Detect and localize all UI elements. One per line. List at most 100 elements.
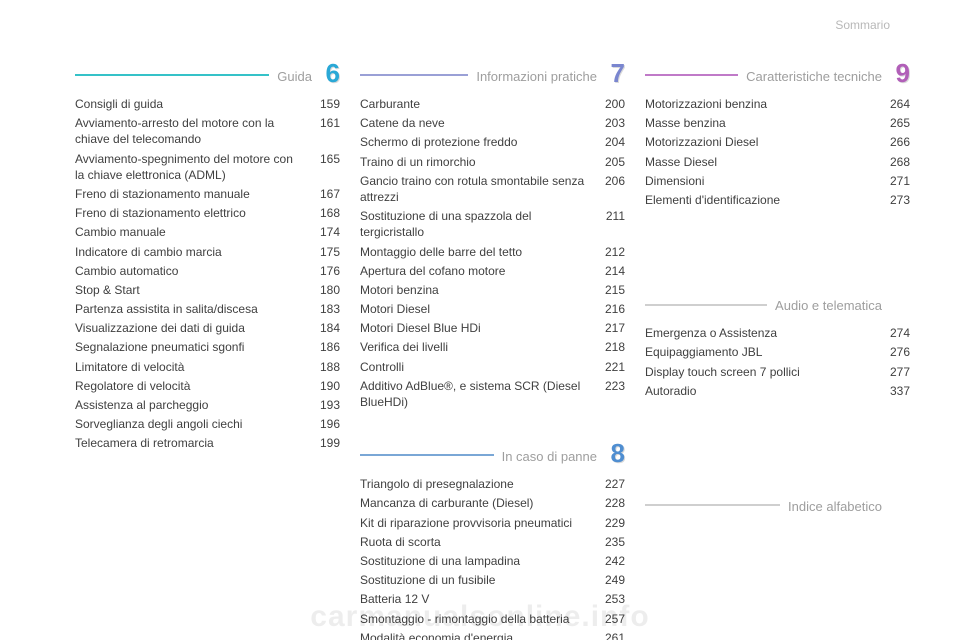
section-audio: Audio e telematica Emergenza o Assistenz… xyxy=(645,298,910,399)
entry-label: Freno di stazionamento elettrico xyxy=(75,205,254,221)
toc-entry[interactable]: Gancio traino con rotula smontabile senz… xyxy=(360,173,625,205)
entry-label: Consigli di guida xyxy=(75,96,171,112)
toc-entry[interactable]: Avviamento-arresto del motore con la chi… xyxy=(75,115,340,147)
page: Sommario Guida 6 Consigli di guida159Avv… xyxy=(0,0,960,640)
entries-tecniche: Motorizzazioni benzina264 Masse benzina26… xyxy=(645,96,910,208)
toc-entry[interactable]: Additivo AdBlue®, e sistema SCR (Diesel … xyxy=(360,378,625,410)
toc-entry[interactable]: Mancanza di carburante (Diesel)228 xyxy=(360,495,625,511)
entry-page: 183 xyxy=(308,301,340,317)
entry-label: Motorizzazioni benzina xyxy=(645,96,775,112)
entry-page: 215 xyxy=(593,282,625,298)
entry-page: 235 xyxy=(593,534,625,550)
entry-page: 161 xyxy=(308,115,340,147)
entry-page: 249 xyxy=(593,572,625,588)
toc-entry[interactable]: Avviamento-spegnimento del motore con la… xyxy=(75,151,340,183)
entry-label: Cambio manuale xyxy=(75,224,174,240)
entry-page: 165 xyxy=(308,151,340,183)
toc-entry[interactable]: Smontaggio - rimontaggio della batteria2… xyxy=(360,611,625,627)
entry-label: Sostituzione di un fusibile xyxy=(360,572,503,588)
entry-page: 214 xyxy=(593,263,625,279)
entry-page: 200 xyxy=(593,96,625,112)
toc-entry[interactable]: Modalità economia d'energia 261 xyxy=(360,630,625,640)
entry-label: Stop & Start xyxy=(75,282,148,298)
entry-page: 176 xyxy=(308,263,340,279)
section-guida: Guida 6 Consigli di guida159Avviamento-a… xyxy=(75,60,340,452)
toc-entry[interactable]: Equipaggiamento JBL276 xyxy=(645,344,910,360)
toc-entry[interactable]: Elementi d'identificazione273 xyxy=(645,192,910,208)
toc-entry[interactable]: Autoradio337 xyxy=(645,383,910,399)
entry-label: Telecamera di retromarcia xyxy=(75,435,222,451)
toc-entry[interactable]: Freno di stazionamento manuale167 xyxy=(75,186,340,202)
entry-page: 211 xyxy=(593,208,625,240)
toc-entry[interactable]: Catene da neve203 xyxy=(360,115,625,131)
entry-page: 196 xyxy=(308,416,340,432)
toc-entry[interactable]: Schermo di protezione freddo204 xyxy=(360,134,625,150)
entry-label: Motori Diesel Blue HDi xyxy=(360,320,489,336)
toc-entry[interactable]: Kit di riparazione provvisoria pneumatic… xyxy=(360,515,625,531)
toc-entry[interactable]: Dimensioni271 xyxy=(645,173,910,189)
entry-label: Gancio traino con rotula smontabile senz… xyxy=(360,173,593,205)
section-title: Audio e telematica xyxy=(767,298,888,315)
entries-panne: Triangolo di presegnalazione227 Mancanza … xyxy=(360,476,625,640)
toc-entry[interactable]: Telecamera di retromarcia199 xyxy=(75,435,340,451)
entry-page: 228 xyxy=(593,495,625,511)
section-title: Caratteristiche tecniche xyxy=(738,69,888,86)
toc-entry[interactable]: Apertura del cofano motore214 xyxy=(360,263,625,279)
entry-page: 167 xyxy=(308,186,340,202)
toc-entry[interactable]: Verifica dei livelli218 xyxy=(360,339,625,355)
toc-entry[interactable]: Motori benzina215 xyxy=(360,282,625,298)
entry-label: Modalità economia d'energia xyxy=(360,630,521,640)
section-title: Indice alfabetico xyxy=(780,499,888,516)
entry-page: 188 xyxy=(308,359,340,375)
toc-entry[interactable]: Assistenza al parcheggio193 xyxy=(75,397,340,413)
toc-entry[interactable]: Sorveglianza degli angoli ciechi196 xyxy=(75,416,340,432)
toc-entry[interactable]: Partenza assistita in salita/discesa183 xyxy=(75,301,340,317)
toc-entry[interactable]: Freno di stazionamento elettrico168 xyxy=(75,205,340,221)
entry-page: 268 xyxy=(878,154,910,170)
entry-page: 276 xyxy=(878,344,910,360)
section-head-info: Informazioni pratiche 7 xyxy=(360,60,625,86)
toc-entry[interactable]: Motorizzazioni Diesel266 xyxy=(645,134,910,150)
entry-label: Autoradio xyxy=(645,383,704,399)
entry-label: Indicatore di cambio marcia xyxy=(75,244,230,260)
toc-entry[interactable]: Masse Diesel268 xyxy=(645,154,910,170)
toc-entry[interactable]: Cambio automatico176 xyxy=(75,263,340,279)
section-rule xyxy=(645,304,767,306)
toc-entry[interactable]: Motorizzazioni benzina264 xyxy=(645,96,910,112)
toc-entry[interactable]: Traino di un rimorchio205 xyxy=(360,154,625,170)
toc-entry[interactable]: Montaggio delle barre del tetto212 xyxy=(360,244,625,260)
toc-entry[interactable]: Ruota di scorta235 xyxy=(360,534,625,550)
entry-label: Avviamento-arresto del motore con la chi… xyxy=(75,115,308,147)
toc-entry[interactable]: Controlli221 xyxy=(360,359,625,375)
toc-entry[interactable]: Batteria 12 V 253 xyxy=(360,591,625,607)
toc-entry[interactable]: Sostituzione di un fusibile 249 xyxy=(360,572,625,588)
section-title: Informazioni pratiche xyxy=(468,69,603,86)
entry-label: Verifica dei livelli xyxy=(360,339,456,355)
toc-entry[interactable]: Display touch screen 7 pollici277 xyxy=(645,364,910,380)
toc-entry[interactable]: Motori Diesel216 xyxy=(360,301,625,317)
entry-label: Batteria 12 V xyxy=(360,591,437,607)
toc-entry[interactable]: Carburante 200 xyxy=(360,96,625,112)
entry-page: 204 xyxy=(593,134,625,150)
toc-entry[interactable]: Motori Diesel Blue HDi217 xyxy=(360,320,625,336)
toc-entry[interactable]: Masse benzina265 xyxy=(645,115,910,131)
toc-entry[interactable]: Cambio manuale174 xyxy=(75,224,340,240)
entry-label: Dimensioni xyxy=(645,173,712,189)
toc-entry[interactable]: Limitatore di velocità188 xyxy=(75,359,340,375)
entry-label: Carburante xyxy=(360,96,428,112)
toc-entry[interactable]: Sostituzione di una spazzola del tergicr… xyxy=(360,208,625,240)
entry-page: 253 xyxy=(593,591,625,607)
toc-entry[interactable]: Emergenza o Assistenza274 xyxy=(645,325,910,341)
toc-entry[interactable]: Regolatore di velocità190 xyxy=(75,378,340,394)
toc-entry[interactable]: Triangolo di presegnalazione227 xyxy=(360,476,625,492)
toc-entry[interactable]: Consigli di guida159 xyxy=(75,96,340,112)
entry-page: 261 xyxy=(593,630,625,640)
toc-entry[interactable]: Visualizzazione dei dati di guida184 xyxy=(75,320,340,336)
section-rule xyxy=(75,74,269,76)
toc-entry[interactable]: Stop & Start180 xyxy=(75,282,340,298)
toc-entry[interactable]: Indicatore di cambio marcia175 xyxy=(75,244,340,260)
toc-entry[interactable]: Segnalazione pneumatici sgonfi186 xyxy=(75,339,340,355)
section-rule xyxy=(645,504,780,506)
section-number: 9 xyxy=(888,60,910,86)
toc-entry[interactable]: Sostituzione di una lampadina242 xyxy=(360,553,625,569)
